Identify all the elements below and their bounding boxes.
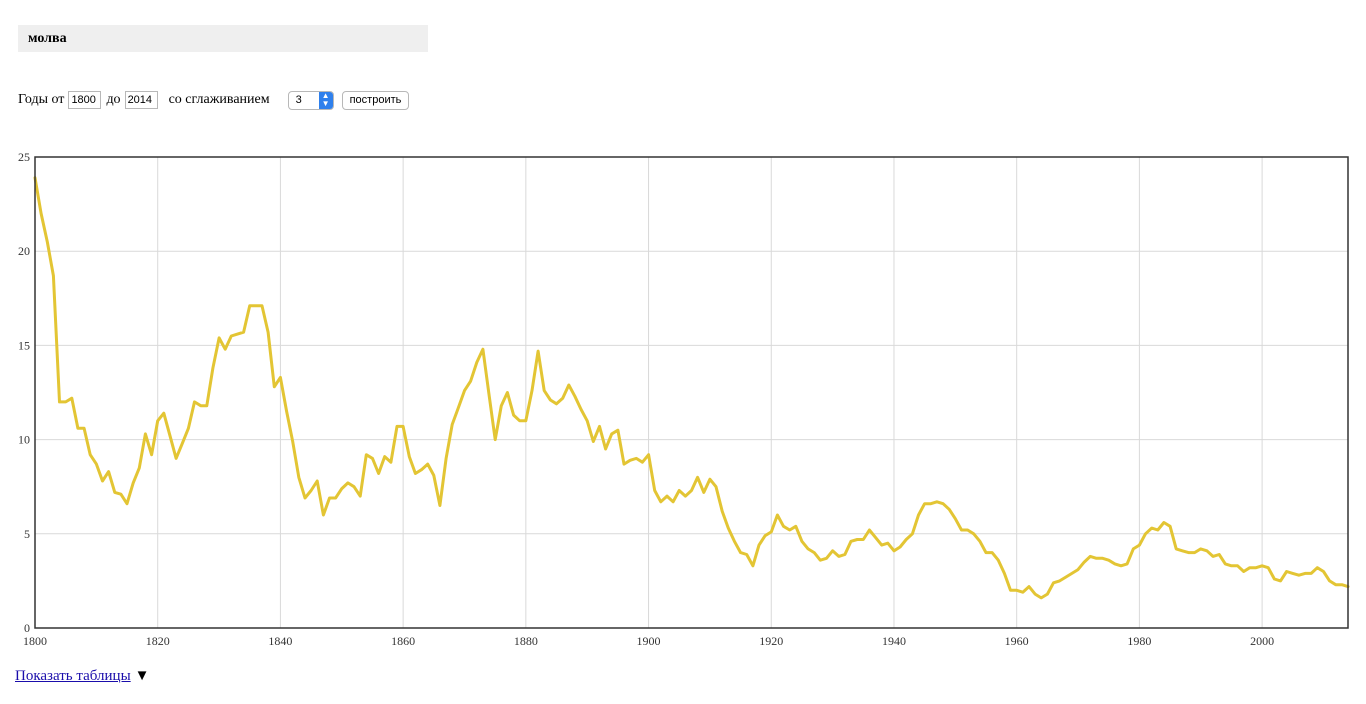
x-tick-label: 1980 bbox=[1127, 634, 1151, 648]
x-tick-label: 1900 bbox=[637, 634, 661, 648]
y-tick-label: 10 bbox=[18, 433, 30, 447]
query-text: молва bbox=[28, 31, 67, 46]
y-tick-label: 0 bbox=[24, 621, 30, 635]
x-tick-label: 1840 bbox=[268, 634, 292, 648]
x-tick-label: 2000 bbox=[1250, 634, 1274, 648]
build-button[interactable]: построить bbox=[341, 90, 410, 110]
x-tick-label: 1860 bbox=[391, 634, 415, 648]
y-tick-label: 25 bbox=[18, 150, 30, 164]
controls-row: Годы от до со сглаживанием 3 ▲▼ построит… bbox=[18, 90, 410, 110]
show-tables: Показать таблицы ▼ bbox=[15, 668, 150, 685]
chart-container: 0 5 10 15 20 25 1800 1820 1840 1860 1880 1900 1920 1… bbox=[0, 140, 1366, 660]
x-axis-ticks: 1800 1820 1840 1860 1880 1900 1920 1940 1960 1980… bbox=[23, 634, 1274, 648]
x-tick-label: 1800 bbox=[23, 634, 47, 648]
plot-frame bbox=[34, 156, 1349, 629]
show-tables-link[interactable]: Показать таблицы bbox=[15, 668, 131, 684]
y-axis-ticks: 0 5 10 15 20 25 bbox=[18, 150, 30, 635]
years-from-label: Годы от bbox=[18, 92, 65, 107]
y-tick-label: 5 bbox=[24, 527, 30, 541]
x-tick-label: 1880 bbox=[514, 634, 538, 648]
triangle-down-icon: ▼ bbox=[134, 668, 150, 684]
years-to-label: до bbox=[106, 92, 121, 107]
year-from-input[interactable] bbox=[68, 91, 102, 109]
smoothing-label: со сглаживанием bbox=[168, 92, 270, 107]
x-tick-label: 1820 bbox=[146, 634, 170, 648]
smoothing-value: 3 bbox=[295, 93, 302, 106]
query-field[interactable]: молва bbox=[18, 25, 428, 52]
x-tick-label: 1960 bbox=[1005, 634, 1029, 648]
y-tick-label: 20 bbox=[18, 244, 30, 258]
chart-grid bbox=[34, 156, 1348, 629]
x-tick-label: 1940 bbox=[882, 634, 906, 648]
x-tick-label: 1920 bbox=[759, 634, 783, 648]
select-arrows-icon: ▲ ▼ bbox=[318, 91, 333, 109]
year-to-input[interactable] bbox=[124, 91, 158, 109]
series-line bbox=[33, 176, 1350, 600]
y-tick-label: 15 bbox=[18, 338, 30, 352]
smoothing-select[interactable]: 3 ▲ ▼ bbox=[287, 90, 334, 110]
